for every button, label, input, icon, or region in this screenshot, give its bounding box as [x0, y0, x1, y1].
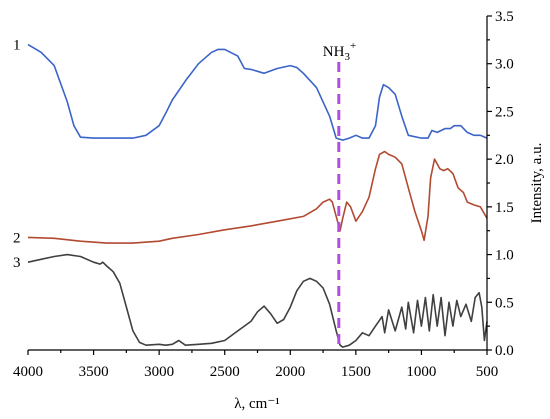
- y-tick-label: 1.0: [495, 248, 514, 264]
- curve-label-1: 1: [13, 38, 21, 54]
- annotations: NH3+: [323, 40, 356, 63]
- y-axis-ticks: 0.0 0.5 1.0 1.5 2.0 2.5 3.0 3.5: [487, 9, 514, 359]
- axes: [28, 16, 488, 351]
- curve-label-3: 3: [13, 255, 21, 271]
- x-tick-label: 2000: [275, 364, 305, 380]
- y-tick-label: 3.5: [495, 9, 514, 25]
- x-tick-label: 3500: [79, 364, 109, 380]
- series-1-line: [27, 43, 488, 141]
- y-tick-label: 3.0: [495, 57, 514, 73]
- y-tick-label: 0.5: [495, 295, 514, 311]
- x-tick-label: 500: [476, 364, 499, 380]
- x-tick-label: 3000: [144, 364, 174, 380]
- y-axis-title: Intensity, a.u.: [529, 143, 545, 224]
- series-3-line: [27, 253, 488, 348]
- x-tick-label: 4000: [13, 364, 43, 380]
- y-tick-label: 1.5: [495, 200, 514, 216]
- x-tick-label: 1000: [406, 364, 436, 380]
- plot-area: [27, 43, 488, 350]
- curve-label-2: 2: [13, 230, 21, 246]
- series-2-line: [27, 150, 488, 244]
- annotation-nh3: NH3+: [323, 40, 356, 63]
- y-tick-label: 0.0: [495, 343, 514, 359]
- y-tick-label: 2.0: [495, 152, 514, 168]
- x-axis-ticks: 4000 3500 3000 2500 2000 1500 1000 500: [13, 350, 498, 380]
- x-tick-label: 1500: [341, 364, 371, 380]
- y-tick-label: 2.5: [495, 104, 514, 120]
- curve-labels: 1 2 3: [13, 38, 21, 272]
- x-axis-title: λ, cm⁻¹: [234, 396, 280, 412]
- x-tick-label: 2500: [210, 364, 240, 380]
